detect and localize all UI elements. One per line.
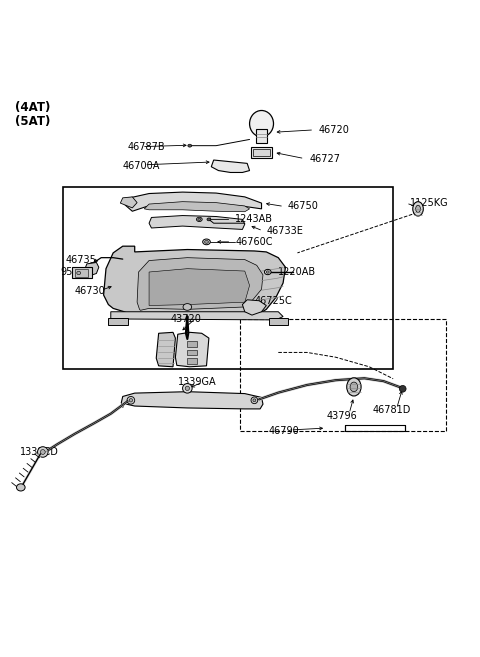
Ellipse shape [264, 269, 271, 275]
Text: 46790: 46790 [269, 426, 300, 436]
Text: 1339GA: 1339GA [178, 377, 216, 387]
Ellipse shape [16, 484, 25, 491]
Ellipse shape [416, 205, 420, 212]
Text: 46787B: 46787B [128, 142, 165, 152]
Text: 46730: 46730 [75, 286, 106, 296]
Ellipse shape [350, 382, 358, 392]
Text: 46720: 46720 [319, 125, 350, 135]
Polygon shape [242, 300, 266, 315]
Ellipse shape [413, 202, 423, 216]
Text: 46781D: 46781D [373, 405, 411, 415]
Ellipse shape [203, 239, 210, 245]
Ellipse shape [207, 218, 211, 221]
Polygon shape [156, 332, 175, 367]
Bar [252, 147, 272, 158]
Ellipse shape [129, 399, 132, 402]
Polygon shape [149, 215, 245, 229]
Ellipse shape [399, 386, 406, 392]
Bar [187, 358, 197, 364]
Bar [75, 269, 88, 277]
Polygon shape [149, 269, 250, 306]
Ellipse shape [40, 449, 45, 455]
Polygon shape [137, 258, 263, 310]
Text: 1243AB: 1243AB [235, 214, 273, 225]
Text: 46733E: 46733E [266, 226, 303, 236]
Ellipse shape [198, 218, 201, 220]
Ellipse shape [183, 304, 192, 310]
Ellipse shape [253, 399, 256, 401]
Polygon shape [269, 318, 288, 325]
Text: 95840: 95840 [60, 267, 91, 277]
Text: 46727: 46727 [310, 154, 340, 164]
Text: 46700A: 46700A [123, 161, 160, 171]
Ellipse shape [196, 217, 202, 221]
Text: 46725C: 46725C [254, 296, 292, 306]
Text: 46760C: 46760C [235, 237, 273, 247]
Bar [187, 350, 197, 355]
Bar [63, 187, 393, 369]
Ellipse shape [37, 447, 48, 457]
Polygon shape [108, 318, 128, 325]
Polygon shape [121, 392, 263, 409]
Bar [253, 149, 270, 156]
Polygon shape [104, 246, 286, 318]
Polygon shape [120, 197, 137, 208]
Polygon shape [111, 312, 283, 320]
Polygon shape [84, 262, 99, 277]
Ellipse shape [251, 397, 258, 403]
Text: 1125KG: 1125KG [410, 198, 448, 208]
Ellipse shape [347, 378, 361, 396]
Ellipse shape [250, 110, 274, 137]
Ellipse shape [188, 145, 192, 147]
Text: (4AT): (4AT) [15, 101, 50, 114]
Text: 46735: 46735 [65, 255, 96, 265]
Ellipse shape [127, 396, 135, 404]
Text: 1220AB: 1220AB [278, 267, 316, 277]
Ellipse shape [204, 240, 208, 243]
Ellipse shape [77, 271, 81, 275]
Text: 43796: 43796 [326, 411, 357, 420]
Polygon shape [144, 202, 250, 212]
Ellipse shape [266, 271, 269, 273]
Ellipse shape [182, 384, 192, 393]
Bar [240, 319, 446, 432]
Text: 1339CD: 1339CD [20, 447, 59, 457]
Text: (5AT): (5AT) [15, 114, 50, 127]
Polygon shape [175, 332, 209, 367]
Bar [187, 341, 197, 347]
Text: 46750: 46750 [288, 202, 319, 212]
Polygon shape [125, 192, 262, 212]
Ellipse shape [185, 386, 190, 390]
Polygon shape [72, 267, 92, 279]
Text: 43720: 43720 [170, 314, 202, 324]
Bar [256, 129, 267, 143]
Polygon shape [211, 160, 250, 173]
